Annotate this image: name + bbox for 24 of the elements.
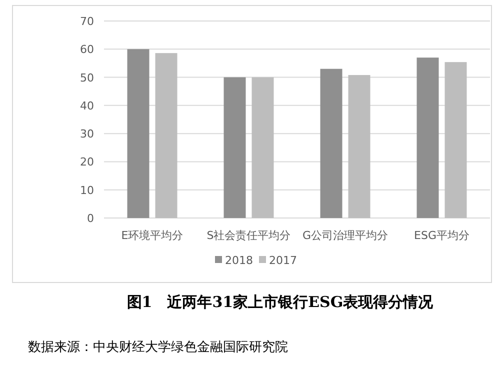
x-tick-label: G公司治理平均分 bbox=[302, 229, 388, 242]
y-tick-label: 60 bbox=[80, 43, 94, 56]
y-tick-label: 30 bbox=[80, 128, 94, 141]
bar bbox=[416, 58, 439, 218]
bar bbox=[320, 68, 342, 218]
y-tick-label: 70 bbox=[80, 15, 94, 28]
x-tick-label: S社会责任平均分 bbox=[206, 229, 291, 242]
bar bbox=[224, 77, 246, 218]
source-note: 数据来源：中央财经大学绿色金融国际研究院 bbox=[28, 340, 288, 355]
legend-label: 2018 bbox=[225, 254, 253, 267]
bar bbox=[348, 75, 370, 218]
y-tick-label: 0 bbox=[87, 212, 94, 225]
bar bbox=[252, 77, 274, 218]
y-tick-label: 10 bbox=[80, 184, 94, 197]
y-tick-label: 50 bbox=[80, 71, 94, 84]
bar bbox=[444, 62, 467, 218]
y-tick-label: 40 bbox=[80, 99, 94, 112]
text: 图1 近两年31家上市银行ESG表现得分情况 bbox=[126, 293, 434, 311]
bar bbox=[155, 53, 178, 218]
bar bbox=[127, 49, 150, 218]
y-tick-label: 20 bbox=[80, 156, 94, 169]
legend-label: 2017 bbox=[269, 254, 297, 267]
x-tick-label: E环境平均分 bbox=[121, 229, 184, 242]
x-tick-label: ESG平均分 bbox=[414, 229, 470, 242]
